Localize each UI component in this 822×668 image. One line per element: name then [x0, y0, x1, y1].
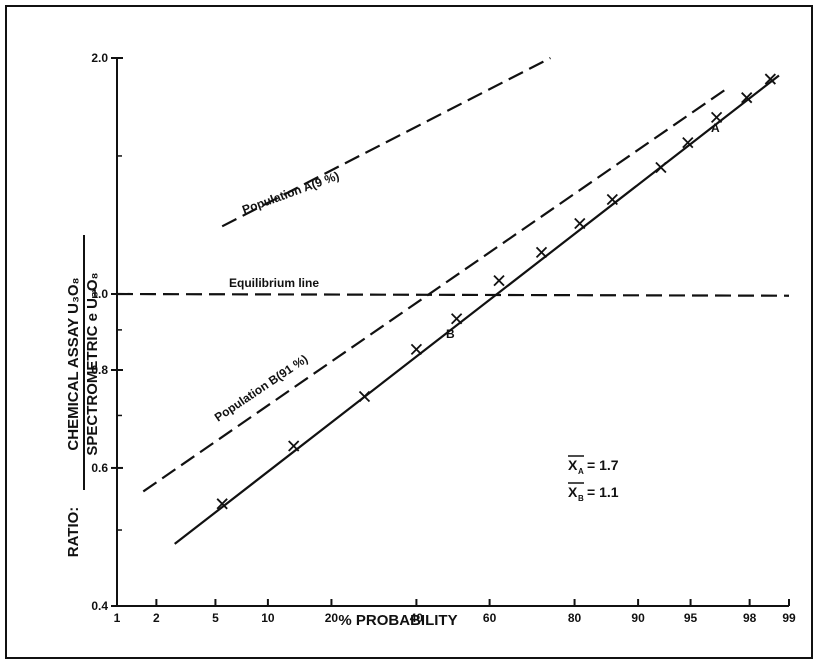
y-tick-label: 1.0 [91, 287, 108, 301]
axes [116, 58, 789, 607]
chart-frame [5, 5, 813, 659]
chart-lines [116, 57, 790, 545]
x-tick-label: 60 [483, 611, 497, 625]
x-ticks: 1 2 5 10 20 40 60 80 90 95 98 99 [114, 599, 796, 625]
mean-b-value: = 1.1 [587, 484, 619, 500]
y-ticks: 0.4 0.6 0.8 1.0 2.0 [91, 51, 123, 613]
data-point [764, 73, 776, 85]
x-tick-label: 90 [631, 611, 645, 625]
y-tick-label: 0.4 [91, 599, 108, 613]
mean-b-symbol: X [568, 484, 578, 500]
x-tick-label: 98 [743, 611, 757, 625]
data-point [574, 217, 586, 230]
population-b-label: Population B(91 %) [212, 352, 310, 425]
y-tick-label: 0.6 [91, 461, 108, 475]
annotation-b: B [446, 327, 455, 341]
data-point [450, 313, 463, 325]
x-tick-label: 2 [153, 611, 160, 625]
data-point [710, 111, 723, 124]
x-axis-title: % PROBABILITY [338, 612, 457, 629]
data-point [535, 246, 548, 259]
x-tick-label: 20 [325, 611, 339, 625]
data-point [358, 390, 371, 403]
y-axis-numerator: CHEMICAL ASSAY U₃O₈ [65, 277, 82, 450]
data-point [655, 161, 667, 174]
equilibrium-label: Equilibrium line [229, 276, 319, 290]
dashed-line-3 [142, 89, 726, 493]
y-tick-label: 0.8 [91, 363, 108, 377]
dashed-line-4 [116, 292, 790, 297]
data-point [288, 440, 300, 452]
population-a-label: Population A(9 %) [240, 169, 341, 217]
data-point [741, 92, 753, 104]
data-point [216, 498, 228, 510]
mean-b-subscript: B [578, 494, 584, 503]
data-point [410, 343, 423, 355]
annotation-a: A [711, 121, 720, 135]
data-point [606, 193, 618, 206]
dashed-line-2 [221, 57, 551, 228]
y-axis-prefix: RATIO: [65, 507, 82, 558]
y-axis-denominator: SPECTROMETRIC e U₃O₈ [84, 272, 101, 455]
x-tick-label: 40 [410, 611, 424, 625]
x-tick-label: 1 [114, 611, 121, 625]
data-point [682, 136, 694, 149]
data-points [216, 73, 776, 510]
x-tick-label: 80 [568, 611, 582, 625]
mean-a-symbol: X [568, 457, 578, 473]
x-tick-label: 10 [261, 611, 275, 625]
mean-a-subscript: A [578, 467, 584, 476]
data-point [493, 275, 505, 287]
x-tick-label: 95 [684, 611, 698, 625]
mean-a-value: = 1.7 [587, 457, 619, 473]
x-tick-label: 99 [782, 611, 796, 625]
y-tick-label: 2.0 [91, 51, 108, 65]
fitted-line [174, 74, 780, 545]
x-tick-label: 5 [212, 611, 219, 625]
